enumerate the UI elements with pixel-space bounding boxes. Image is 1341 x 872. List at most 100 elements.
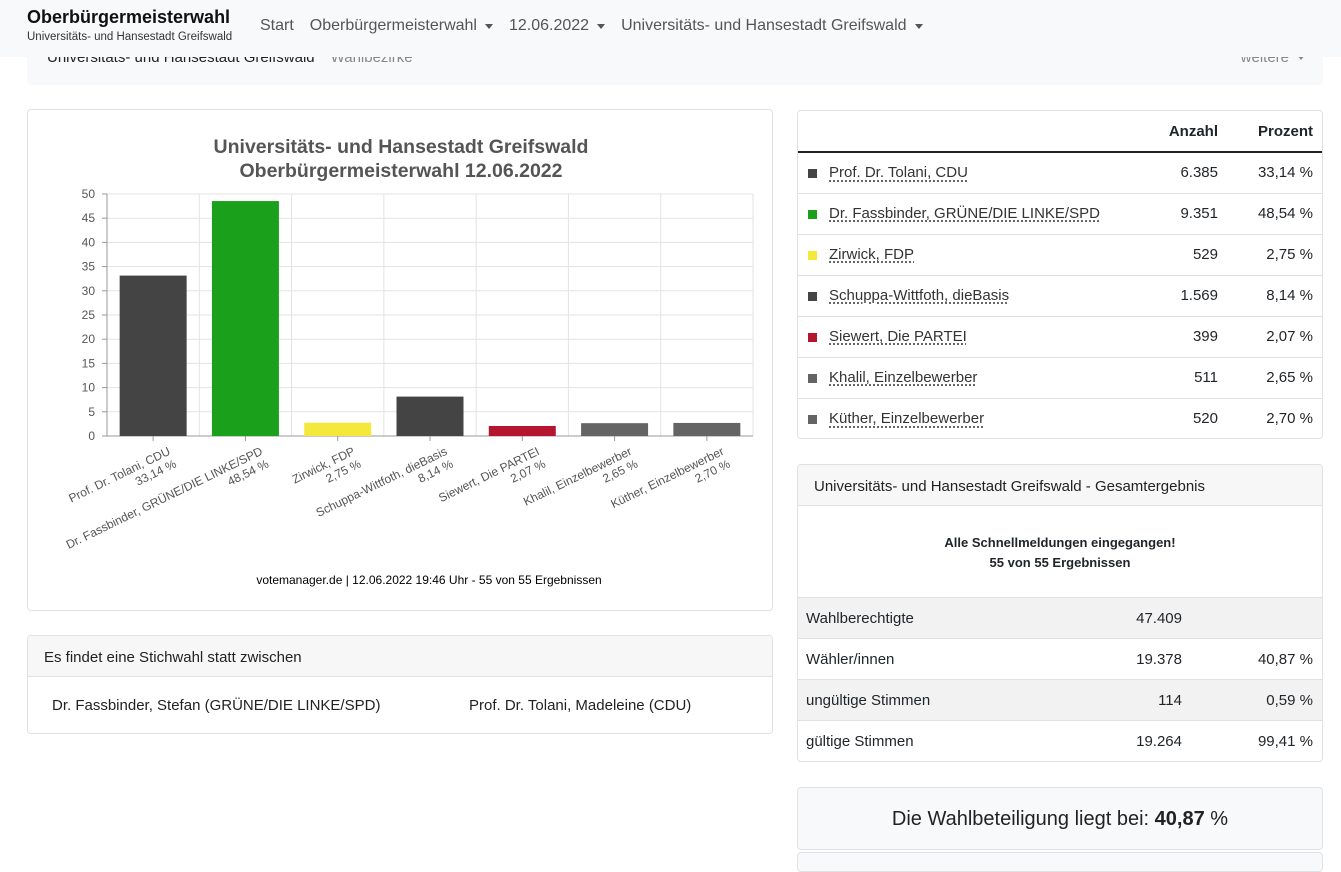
color-swatch xyxy=(808,168,817,178)
candidate-link[interactable]: Schuppa-Wittfoth, dieBasis xyxy=(829,287,1010,304)
percent-cell: 8,14 % xyxy=(1227,275,1322,317)
y-tick-label: 35 xyxy=(82,260,96,274)
candidate-link[interactable]: Dr. Fassbinder, GRÜNE/DIE LINKE/SPD xyxy=(829,205,1100,222)
color-swatch xyxy=(808,414,817,424)
bar-chart: 0 5 10 15 20 25 30 35 40 45 50 Prof. Dr. Tolani, CD… xyxy=(64,187,754,552)
stat-percent: 0,59 % xyxy=(1182,679,1322,721)
results-card: Anzahl Prozent Prof. Dr. Tolani, CDU 6.38… xyxy=(797,110,1323,439)
subnav: Universitäts- und Hansestadt Greifswald … xyxy=(27,57,1323,85)
percent-cell: 48,54 % xyxy=(1227,193,1322,235)
nav-item-label[interactable]: Universitäts- und Hansestadt Greifswald xyxy=(621,17,907,34)
results-table: Anzahl Prozent Prof. Dr. Tolani, CDU 6.38… xyxy=(798,111,1322,438)
count-cell: 1.569 xyxy=(1127,275,1227,317)
candidate-cell: Dr. Fassbinder, GRÜNE/DIE LINKE/SPD xyxy=(828,193,1127,235)
count-cell: 529 xyxy=(1127,234,1227,276)
color-cell xyxy=(798,398,828,438)
brand-subtitle[interactable]: Universitäts- und Hansestadt Greifswald xyxy=(27,31,233,43)
results-row: Küther, Einzelbewerber 520 2,70 % xyxy=(798,398,1322,438)
caret-down-icon[interactable] xyxy=(1297,57,1305,60)
results-row: Prof. Dr. Tolani, CDU 6.385 33,14 % xyxy=(798,152,1322,194)
nav-item-start[interactable]: Start xyxy=(260,17,294,35)
results-header-row: Anzahl Prozent xyxy=(798,111,1322,153)
candidate-cell: Küther, Einzelbewerber xyxy=(828,398,1127,438)
navbar: Oberbürgermeisterwahl Universitäts- und … xyxy=(0,0,1341,57)
candidate-link[interactable]: Zirwick, FDP xyxy=(829,246,914,263)
candidate-link[interactable]: Siewert, Die PARTEI xyxy=(829,328,967,345)
brand-title[interactable]: Oberbürgermeisterwahl xyxy=(27,7,231,27)
summary-message: Alle Schnellmeldungen eingegangen! 55 vo… xyxy=(798,506,1322,597)
results-row: Dr. Fassbinder, GRÜNE/DIE LINKE/SPD 9.351… xyxy=(798,193,1322,235)
color-swatch xyxy=(808,209,817,219)
nav-item-label[interactable]: Oberbürgermeisterwahl xyxy=(309,17,477,34)
y-tick-label: 0 xyxy=(88,429,95,443)
subnav-more-label[interactable]: weitere xyxy=(1240,57,1289,66)
count-cell: 520 xyxy=(1192,410,1218,428)
stats-row: Wähler/innen 19.378 40,87 % xyxy=(798,638,1322,680)
summary-header: Universitäts- und Hansestadt Greifswald … xyxy=(798,465,1322,506)
turnout-unit: % xyxy=(1210,808,1229,830)
y-tick-label: 30 xyxy=(82,284,96,298)
subnav-link-wahlbezirke[interactable]: Wahlbezirke xyxy=(330,57,413,66)
color-swatch xyxy=(808,250,817,260)
nav-item-label[interactable]: Start xyxy=(260,17,294,34)
results-row: Schuppa-Wittfoth, dieBasis 1.569 8,14 % xyxy=(798,275,1322,317)
nav-item-label[interactable]: 12.06.2022 xyxy=(508,17,590,34)
y-tick-label: 40 xyxy=(82,235,96,249)
caret-down-icon[interactable] xyxy=(484,23,493,29)
stats-row: ungültige Stimmen 114 0,59 % xyxy=(798,679,1322,721)
stat-value: 47.409 xyxy=(1062,597,1182,639)
percent-cell: 2,07 % xyxy=(1227,316,1322,358)
color-cell xyxy=(798,316,828,358)
color-swatch xyxy=(808,291,817,301)
count-column-header[interactable]: Anzahl xyxy=(1127,111,1227,153)
nav-items: Start Oberbürgermeisterwahl 12.06.2022 U… xyxy=(260,17,923,35)
candidate-cell: Prof. Dr. Tolani, CDU xyxy=(828,152,1127,194)
percent-column-header[interactable]: Prozent xyxy=(1227,111,1322,153)
caret-down-icon[interactable] xyxy=(597,23,606,29)
y-tick-label: 15 xyxy=(82,356,96,370)
percent-cell: 2,70 % xyxy=(1266,410,1313,428)
color-column-header xyxy=(798,111,828,153)
count-cell: 6.385 xyxy=(1127,152,1227,194)
chart-title: Universitäts- und Hansestadt Greifswald xyxy=(213,136,589,158)
bar xyxy=(581,423,649,436)
bar xyxy=(304,422,372,436)
results-row: Zirwick, FDP 529 2,75 % xyxy=(798,234,1322,276)
candidate-link[interactable]: Küther, Einzelbewerber xyxy=(829,410,985,428)
caret-down-icon[interactable] xyxy=(914,23,923,29)
bar xyxy=(396,396,464,436)
runoff-candidate-1: Dr. Fassbinder, Stefan (GRÜNE/DIE LINKE/… xyxy=(52,697,381,714)
stat-label: Wahlberechtigte xyxy=(798,597,1062,639)
scrollbar-track[interactable] xyxy=(1327,57,1341,865)
subnav-active[interactable]: Universitäts- und Hansestadt Greifswald xyxy=(47,57,315,66)
count-cell: 511 xyxy=(1127,357,1227,399)
nav-item-region[interactable]: Universitäts- und Hansestadt Greifswald xyxy=(621,17,923,35)
color-cell xyxy=(798,234,828,276)
stat-value: 19.264 xyxy=(1062,720,1182,761)
color-cell xyxy=(798,193,828,235)
stat-value: 114 xyxy=(1062,679,1182,721)
turnout-card: Die Wahlbeteiligung liegt bei: 40,87 % xyxy=(797,787,1323,850)
percent-cell: 2,75 % xyxy=(1227,234,1322,276)
summary-message-line2: 55 von 55 Ergebnissen xyxy=(989,555,1131,570)
results-row: Siewert, Die PARTEI 399 2,07 % xyxy=(798,316,1322,358)
turnout-label: Die Wahlbeteiligung liegt bei: xyxy=(891,808,1150,830)
y-tick-label: 5 xyxy=(88,405,95,419)
brand[interactable]: Oberbürgermeisterwahl Universitäts- und … xyxy=(27,7,232,43)
y-tick-label: 10 xyxy=(82,381,96,395)
subnav-more-dropdown[interactable]: weitere xyxy=(1241,57,1305,66)
stat-percent: 99,41 % xyxy=(1182,720,1322,761)
bar xyxy=(211,201,279,436)
candidate-link[interactable]: Khalil, Einzelbewerber xyxy=(829,369,978,386)
y-tick-label: 50 xyxy=(82,187,96,201)
chart-card: 0 5 10 15 20 25 30 35 40 45 50 Prof. Dr. Tolani, CD… xyxy=(27,109,773,611)
nav-item-election[interactable]: Oberbürgermeisterwahl xyxy=(310,17,493,35)
next-card xyxy=(797,852,1323,872)
chart-subtitle: Oberbürgermeisterwahl 12.06.2022 xyxy=(239,160,563,182)
candidate-link[interactable]: Prof. Dr. Tolani, CDU xyxy=(829,164,968,182)
nav-item-date[interactable]: 12.06.2022 xyxy=(508,17,606,35)
y-tick-label: 45 xyxy=(82,211,96,225)
summary-message-line1: Alle Schnellmeldungen eingegangen! xyxy=(944,535,1176,550)
chart-footer: votemanager.de | 12.06.2022 19:46 Uhr - … xyxy=(256,573,602,587)
percent-cell: 2,65 % xyxy=(1227,357,1322,399)
